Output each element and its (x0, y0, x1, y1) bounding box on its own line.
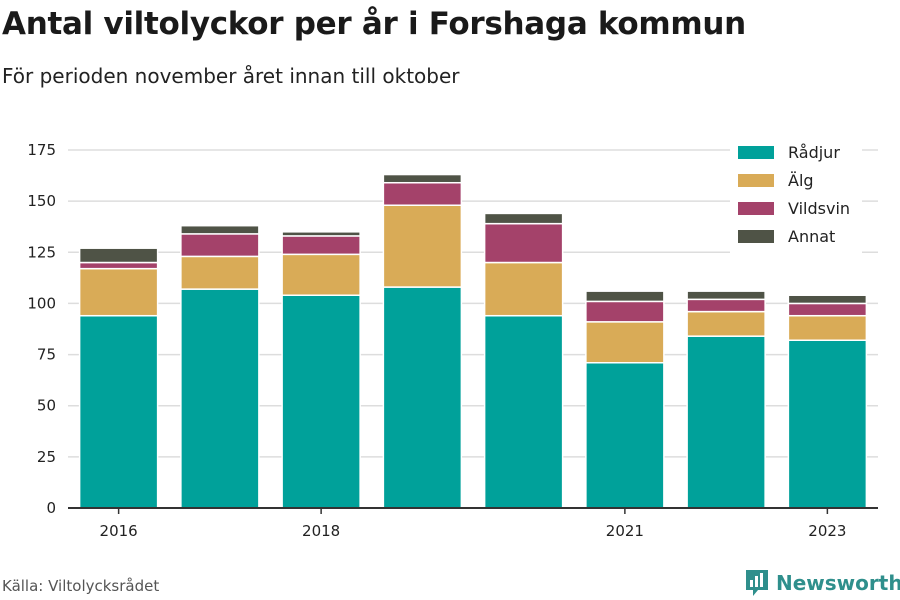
brand-logo: Newsworthy (744, 568, 900, 598)
legend-label: Älg (788, 171, 814, 190)
x-tick-label: 2023 (808, 522, 846, 540)
bar-segment (686, 335, 766, 509)
bar-segment (787, 294, 868, 305)
y-tick-label: 175 (27, 141, 56, 159)
bar-segment (483, 212, 564, 225)
legend: Rådjur Älg Vildsvin Annat (730, 138, 862, 254)
y-tick-label: 125 (27, 243, 56, 261)
bar-segment (78, 314, 159, 509)
bar-segment (686, 298, 766, 313)
bar-segment (585, 300, 665, 323)
bar-segment (483, 314, 564, 509)
axes: 0 25 50 75 100 125 150 175 2016 2018 2021 2023 (27, 141, 878, 540)
bar-segment (78, 267, 159, 317)
legend-swatch (738, 174, 774, 187)
legend-swatch (738, 230, 774, 243)
bar-segment (382, 286, 463, 509)
x-tick-label: 2021 (606, 522, 644, 540)
source-note: Källa: Viltolycksrådet (2, 577, 160, 595)
bar-segment (281, 253, 361, 296)
legend-label: Annat (788, 227, 835, 246)
bar-segment (281, 235, 361, 256)
chart-subtitle: För perioden november året innan till ok… (2, 64, 460, 88)
y-tick-label: 150 (27, 192, 56, 210)
bar-segment (78, 261, 159, 270)
bar-segment (78, 247, 159, 264)
y-tick-label: 25 (37, 448, 56, 466)
bar-segment (686, 310, 766, 337)
x-tick-label: 2018 (302, 522, 340, 540)
bar-segment (483, 222, 564, 264)
bar-segment (180, 288, 260, 509)
bar-segment (787, 314, 868, 342)
y-tick-label: 100 (27, 294, 56, 312)
x-tick-label: 2016 (100, 522, 138, 540)
bar-segment (585, 321, 665, 364)
y-tick-label: 75 (37, 346, 56, 364)
bar-segment (686, 290, 766, 301)
bar-segment (281, 231, 361, 237)
bar-segment (281, 294, 361, 509)
legend-swatch (738, 146, 774, 159)
stacked-bar-chart: 0 25 50 75 100 125 150 175 2016 2018 2021 2023 Rådj… (27, 138, 878, 540)
bar-segment (787, 302, 868, 317)
bar-chart-logo-icon (746, 570, 768, 596)
bar-segment (180, 233, 260, 258)
y-tick-label: 0 (46, 499, 56, 517)
bar-segment (787, 339, 868, 509)
legend-label: Rådjur (788, 143, 840, 162)
bar-segment (382, 181, 463, 206)
bars (78, 173, 868, 509)
legend-label: Vildsvin (788, 199, 850, 218)
brand-name: Newsworthy (776, 571, 900, 595)
legend-swatch (738, 202, 774, 215)
y-tick-label: 50 (37, 397, 56, 415)
bar-segment (585, 362, 665, 509)
bar-segment (585, 290, 665, 303)
bar-segment (382, 173, 463, 184)
bar-segment (382, 204, 463, 288)
chart-title: Antal viltolyckor per år i Forshaga komm… (2, 6, 746, 42)
bar-segment (180, 255, 260, 290)
bar-segment (483, 261, 564, 317)
bar-segment (180, 224, 260, 235)
